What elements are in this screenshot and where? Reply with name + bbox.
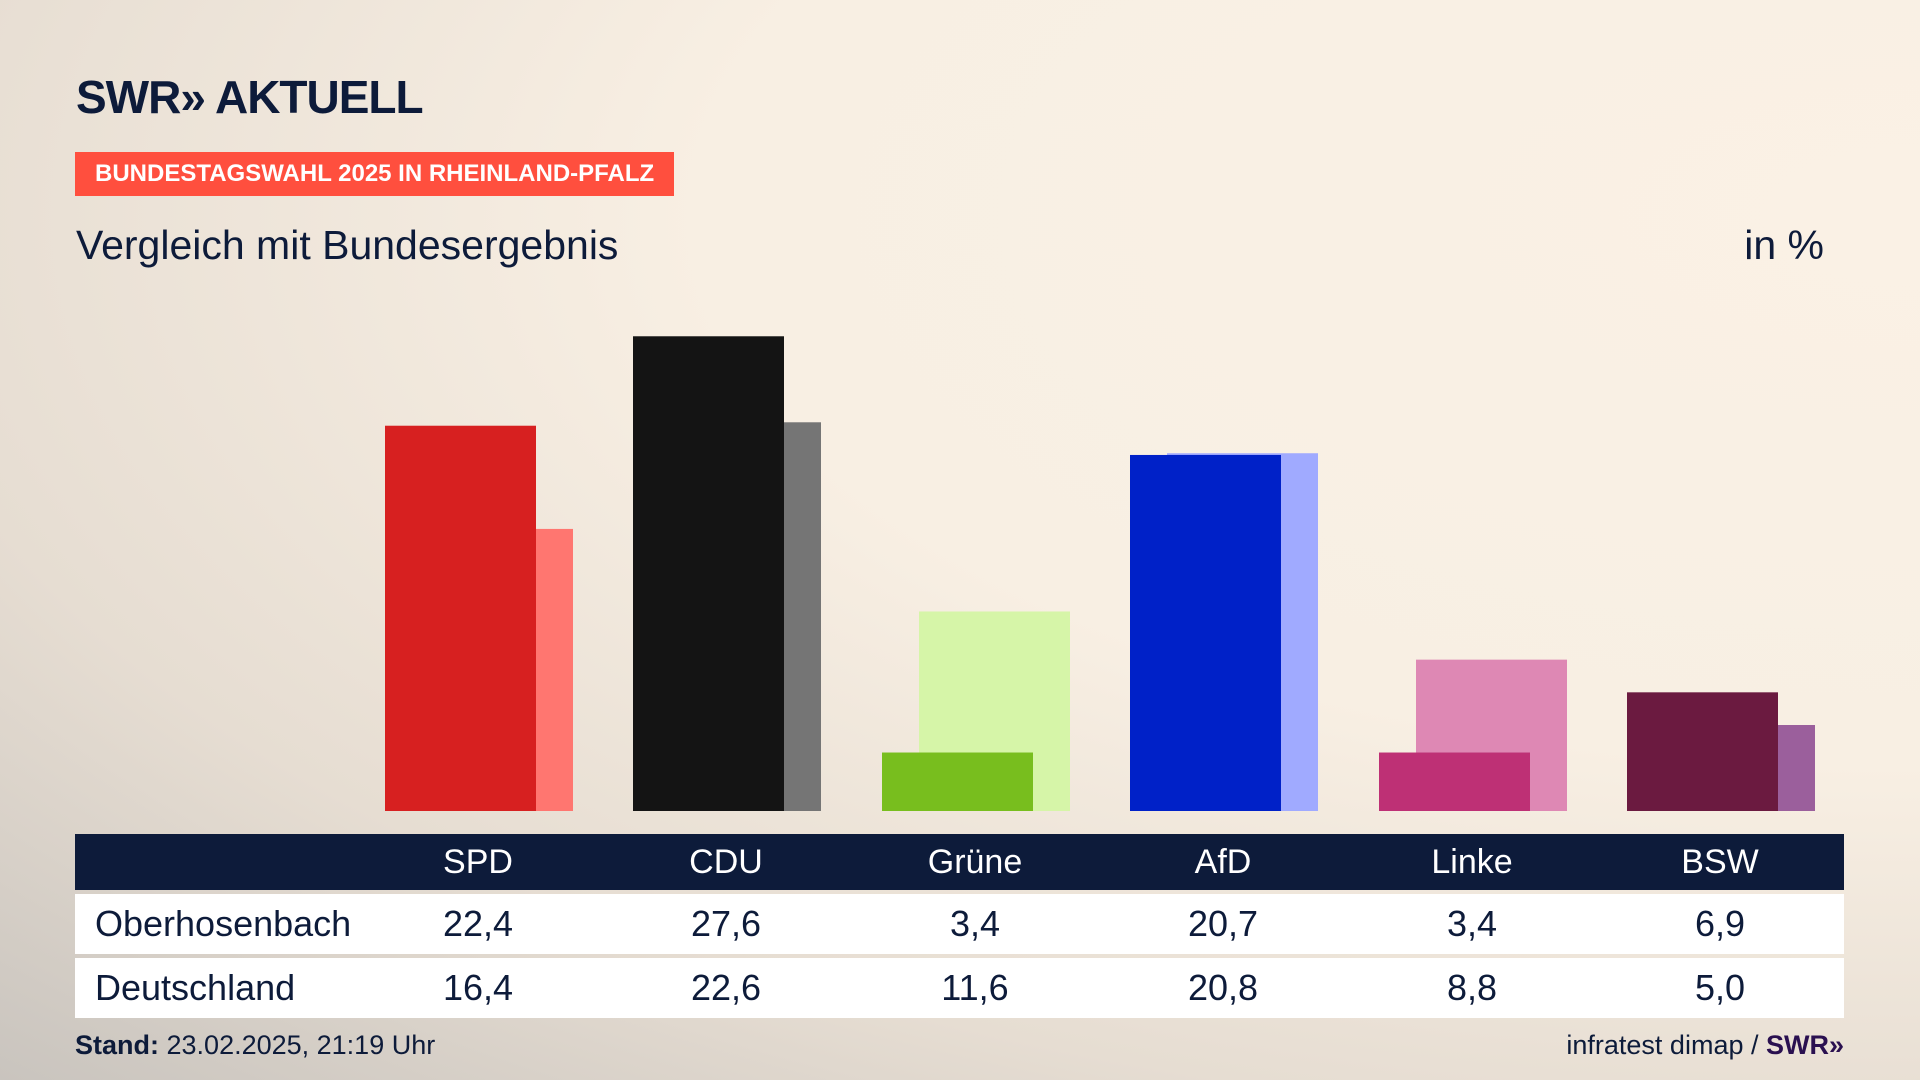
value-label: 3,4 [1446,903,1498,944]
source-text: infratest dimap / [1566,1030,1766,1060]
results-table: SPD CDU Grüne AfD Linke BSW Oberhosenbach 22,4… [75,834,1844,1018]
column-header: CDU [689,842,763,881]
value-label: 11,6 [941,967,1009,1008]
source: infratest dimap / SWR» [1566,1030,1844,1061]
value-label: 5,0 [1694,967,1746,1008]
row-label: Oberhosenbach [95,903,352,944]
column-header: SPD [443,842,513,881]
stand-value: 23.02.2025, 21:19 Uhr [166,1030,436,1060]
value-label: 3,4 [949,903,1001,944]
column-header: Grüne [927,842,1023,881]
value-label: 16,4 [442,967,514,1008]
value-label: 6,9 [1694,903,1746,944]
value-label: 22,4 [442,903,514,944]
value-label: 20,7 [1187,903,1259,944]
table-row: Oberhosenbach 22,4 27,6 3,4 20,7 3,4 6,9 [75,894,1844,954]
swr-logo-small: SWR» [1765,1030,1844,1060]
value-label: 8,8 [1446,967,1498,1008]
stand-label: Stand: [75,1030,159,1060]
bar-linke-oberhosenbach [1379,752,1530,811]
column-header: BSW [1681,842,1759,881]
bar-cdu-oberhosenbach [633,336,784,811]
bar-chart [385,336,1815,811]
value-label: 20,8 [1187,967,1259,1008]
row-label: Deutschland [95,967,296,1008]
value-label: 22,6 [690,967,762,1008]
table-row: Deutschland 16,4 22,6 11,6 20,8 8,8 5,0 [75,958,1844,1018]
value-label: 27,6 [690,903,762,944]
timestamp: Stand: 23.02.2025, 21:19 Uhr [75,1030,435,1061]
column-header: Linke [1431,842,1513,881]
chart-subtitle: Vergleich mit Bundesergebnis [76,222,619,268]
election-banner: BUNDESTAGSWAHL 2025 IN RHEINLAND-PFALZ [75,152,675,196]
table-header-row: SPD CDU Grüne AfD Linke BSW [75,834,1844,890]
bar-bsw-oberhosenbach [1627,692,1778,811]
column-header: AfD [1194,842,1252,881]
swr-aktuell-logo: SWR» AKTUELL [76,71,424,123]
unit-label: in % [1744,222,1824,268]
bar-grüne-oberhosenbach [882,752,1033,811]
bar-afd-oberhosenbach [1130,454,1281,811]
bar-spd-oberhosenbach [385,425,536,811]
